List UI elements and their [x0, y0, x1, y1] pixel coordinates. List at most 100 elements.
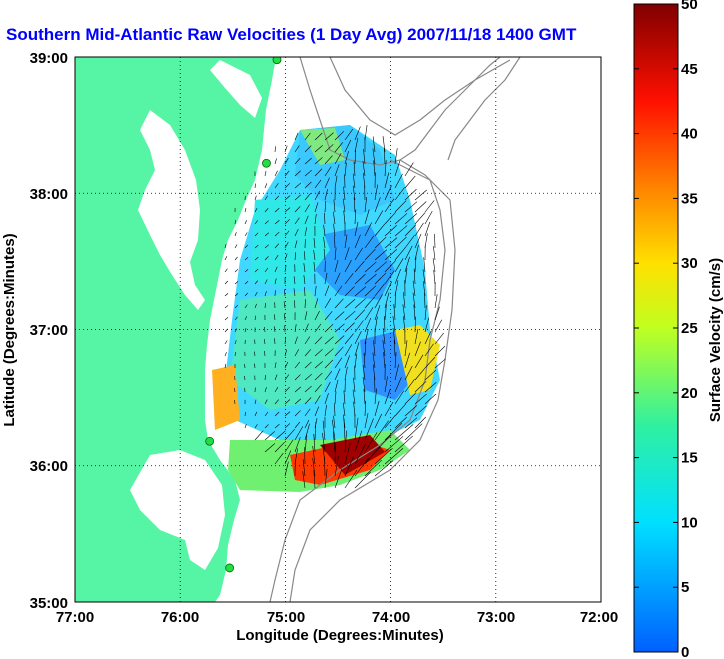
velocity-arrow	[224, 243, 227, 249]
velocity-arrow	[433, 270, 436, 285]
velocity-arrow	[244, 424, 247, 429]
colorbar-tick-label: 40	[681, 126, 698, 143]
velocity-arrow	[294, 158, 301, 165]
velocity-arrow	[374, 236, 387, 249]
velocity-arrow	[264, 374, 266, 381]
velocity-arrow	[274, 231, 280, 237]
velocity-arrow	[294, 217, 300, 225]
velocity-arrow	[334, 285, 343, 297]
velocity-arrow	[304, 169, 312, 177]
velocity-arrow	[314, 179, 322, 189]
velocity-arrow	[274, 243, 280, 249]
velocity-arrow	[264, 291, 267, 297]
velocity-arrow	[354, 353, 357, 369]
velocity-arrow	[323, 224, 326, 237]
velocity-arrow	[393, 340, 396, 357]
velocity-arrow	[304, 251, 306, 261]
velocity-arrow	[354, 247, 363, 261]
velocity-arrow	[434, 345, 446, 357]
velocity-arrow	[254, 268, 259, 273]
velocity-arrow	[274, 183, 279, 189]
velocity-arrow	[274, 411, 280, 417]
velocity-arrow	[304, 435, 308, 453]
velocity-arrow	[264, 411, 269, 417]
velocity-arrow	[383, 352, 386, 369]
velocity-arrow	[384, 448, 404, 465]
velocity-arrow	[274, 386, 279, 393]
velocity-arrow	[284, 289, 286, 297]
colorbar-tick-label: 45	[681, 61, 698, 78]
velocity-arrow	[313, 469, 316, 489]
velocity-arrow	[304, 419, 310, 429]
velocity-arrow	[343, 418, 346, 441]
velocity-arrow	[274, 170, 278, 177]
colorbar-tick-label: 5	[681, 579, 689, 596]
velocity-arrow	[234, 281, 239, 285]
velocity-arrow	[344, 162, 347, 177]
y-tick-label: 39:00	[30, 50, 68, 67]
velocity-arrow	[294, 374, 301, 381]
velocity-arrow	[304, 132, 311, 141]
velocity-arrow	[274, 158, 277, 165]
velocity-arrow	[264, 399, 268, 405]
velocity-arrow	[244, 292, 248, 297]
velocity-arrow	[304, 361, 312, 369]
velocity-arrow	[274, 452, 284, 465]
velocity-arrow	[314, 372, 323, 381]
velocity-arrow	[303, 275, 306, 285]
velocity-arrow	[294, 170, 301, 177]
velocity-arrow	[324, 404, 327, 417]
velocity-arrow	[224, 280, 229, 285]
velocity-arrow	[274, 374, 278, 381]
velocity-arrow	[294, 361, 301, 369]
y-tick-label: 35:00	[30, 595, 68, 612]
velocity-arrow	[424, 343, 434, 357]
velocity-arrow	[343, 210, 346, 225]
velocity-arrow	[384, 249, 397, 261]
velocity-arrow	[402, 304, 406, 321]
velocity-arrow	[234, 220, 237, 225]
velocity-arrow	[254, 411, 258, 417]
velocity-arrow	[313, 237, 316, 249]
velocity-arrow	[274, 430, 286, 441]
velocity-arrow	[324, 348, 334, 357]
velocity-arrow	[414, 328, 419, 345]
velocity-arrow	[304, 192, 311, 201]
velocity-arrow	[434, 306, 440, 321]
velocity-arrow	[284, 399, 291, 405]
colorbar-tick-label: 50	[681, 0, 698, 13]
velocity-arrow	[312, 458, 316, 477]
velocity-arrow	[294, 349, 300, 357]
velocity-arrow	[322, 432, 326, 453]
velocity-arrow	[374, 460, 394, 477]
velocity-arrow	[314, 298, 319, 309]
velocity-arrow	[294, 132, 299, 141]
velocity-arrow	[424, 317, 430, 333]
velocity-field	[212, 125, 440, 492]
velocity-arrow	[264, 338, 266, 345]
velocity-arrow	[244, 244, 248, 249]
velocity-arrow	[364, 222, 372, 237]
velocity-arrow	[353, 161, 356, 177]
velocity-arrow	[344, 344, 353, 357]
velocity-arrow	[294, 252, 297, 261]
velocity-arrow	[354, 417, 359, 441]
radar-station-marker	[225, 563, 235, 573]
velocity-arrow	[254, 351, 256, 357]
velocity-arrow	[424, 210, 433, 225]
velocity-arrow	[354, 273, 366, 285]
velocity-arrow	[364, 307, 374, 321]
velocity-arrow	[354, 342, 360, 357]
velocity-arrow	[372, 352, 376, 369]
contour-line	[289, 159, 456, 602]
velocity-arrow	[224, 340, 228, 345]
velocity-arrow	[324, 393, 329, 405]
velocity-arrow	[374, 272, 387, 285]
velocity-arrow	[434, 332, 444, 345]
velocity-arrow	[264, 302, 266, 309]
velocity-arrow	[244, 375, 246, 381]
colorbar-tick-label: 30	[681, 255, 698, 272]
velocity-arrow	[404, 235, 415, 249]
velocity-arrow	[384, 260, 396, 273]
velocity-arrow	[294, 182, 302, 189]
